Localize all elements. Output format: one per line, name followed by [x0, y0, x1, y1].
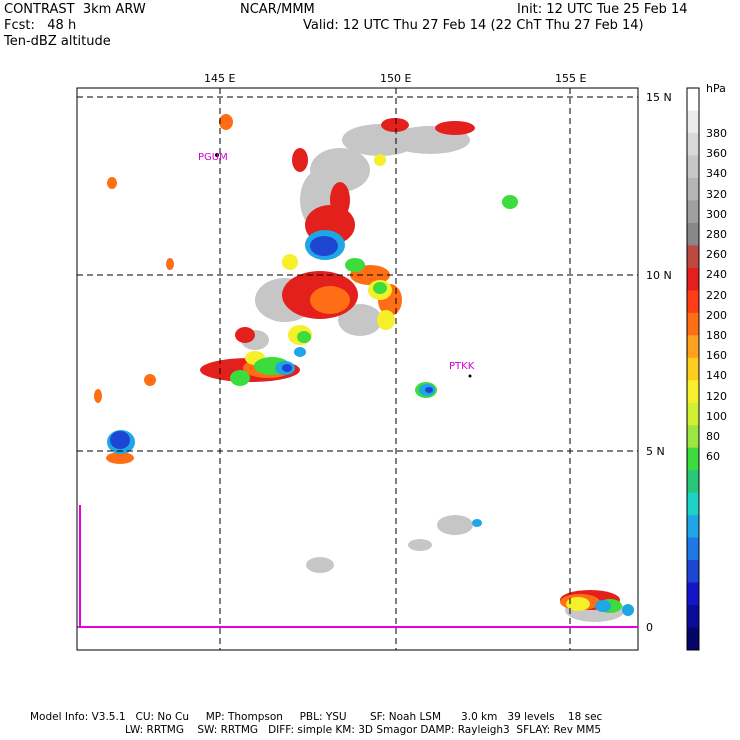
colorbar-label: 260: [706, 248, 727, 262]
station-pgum-dot: [215, 153, 219, 157]
colorbar-swatch: [687, 447, 699, 471]
lon-label-150: 150 E: [380, 72, 412, 85]
colorbar-swatch: [687, 312, 699, 336]
colorbar-label: 300: [706, 207, 727, 221]
colorbar-label: 80: [706, 430, 720, 443]
colorbar-label: 320: [706, 187, 727, 201]
colorbar-swatch: [687, 470, 699, 494]
nest-boundary: [79, 505, 638, 628]
colorbar-frame: [686, 87, 700, 651]
colorbar-label: 360: [706, 147, 727, 161]
lon-label-155: 155 E: [555, 72, 587, 85]
colorbar-swatch: [687, 560, 699, 584]
colorbar-label: 180: [706, 329, 727, 342]
init-time: Init: 12 UTC Tue 25 Feb 14: [517, 2, 688, 17]
colorbar-label: 60: [706, 450, 720, 464]
colorbar-swatch: [687, 402, 699, 426]
colorbar-swatch: [687, 222, 699, 246]
colorbar-swatch: [687, 155, 699, 179]
colorbar-label: 340: [706, 167, 727, 181]
colorbar-label: 220: [706, 288, 727, 302]
colorbar-swatch: [687, 627, 699, 651]
colorbar-swatch: [687, 537, 699, 561]
colorbar-label: 380: [706, 127, 727, 140]
colorbar-swatch: [687, 425, 699, 449]
colorbar-swatch: [687, 380, 699, 404]
colorbar-swatch: [687, 515, 699, 539]
colorbar-unit: hPa: [706, 82, 726, 95]
colorbar: [686, 87, 700, 651]
lat-label-0: 0: [646, 621, 653, 634]
colorbar-swatch: [687, 335, 699, 359]
lat-label-10n: 10 N: [646, 269, 672, 282]
colorbar-swatch: [687, 177, 699, 201]
colorbar-swatch: [687, 290, 699, 314]
colorbar-swatch: [687, 110, 699, 134]
station-ptkk-dot: [468, 374, 472, 378]
colorbar-swatch: [687, 132, 699, 156]
colorbar-label: 200: [706, 308, 727, 322]
colorbar-label: 160: [706, 349, 727, 363]
colorbar-swatch: [687, 357, 699, 381]
colorbar-label: 140: [706, 369, 727, 383]
field-name: Ten-dBZ altitude: [4, 34, 111, 49]
colorbar-label: 280: [706, 228, 727, 241]
colorbar-swatch: [687, 582, 699, 606]
colorbar-label: 120: [706, 389, 727, 403]
colorbar-label: 100: [706, 409, 727, 423]
lon-label-145: 145 E: [204, 72, 236, 85]
forecast-hour: Fcst: 48 h: [4, 18, 77, 33]
station-markers: [215, 153, 472, 378]
station-label-ptkk: PTKK: [449, 361, 475, 372]
lat-label-5n: 5 N: [646, 445, 665, 458]
lat-label-15n: 15 N: [646, 91, 672, 104]
colorbar-swatch: [687, 88, 699, 111]
colorbar-swatch: [687, 267, 699, 291]
station-label-pgum: PGUM: [198, 152, 228, 163]
center-name: NCAR/MMM: [240, 2, 315, 17]
model-info-line1: Model Info: V3.5.1 CU: No Cu MP: Thompso…: [30, 711, 603, 723]
colorbar-swatch: [687, 245, 699, 269]
colorbar-swatch: [687, 492, 699, 516]
colorbar-swatch: [687, 605, 699, 629]
radar-echo-field: [94, 114, 634, 622]
model-title: CONTRAST 3km ARW: [4, 2, 146, 17]
valid-time: Valid: 12 UTC Thu 27 Feb 14 (22 ChT Thu …: [303, 18, 644, 33]
model-info-line2: LW: RRTMG SW: RRTMG DIFF: simple KM: 3D …: [125, 724, 602, 736]
colorbar-swatch: [687, 200, 699, 224]
colorbar-label: 240: [706, 268, 727, 282]
